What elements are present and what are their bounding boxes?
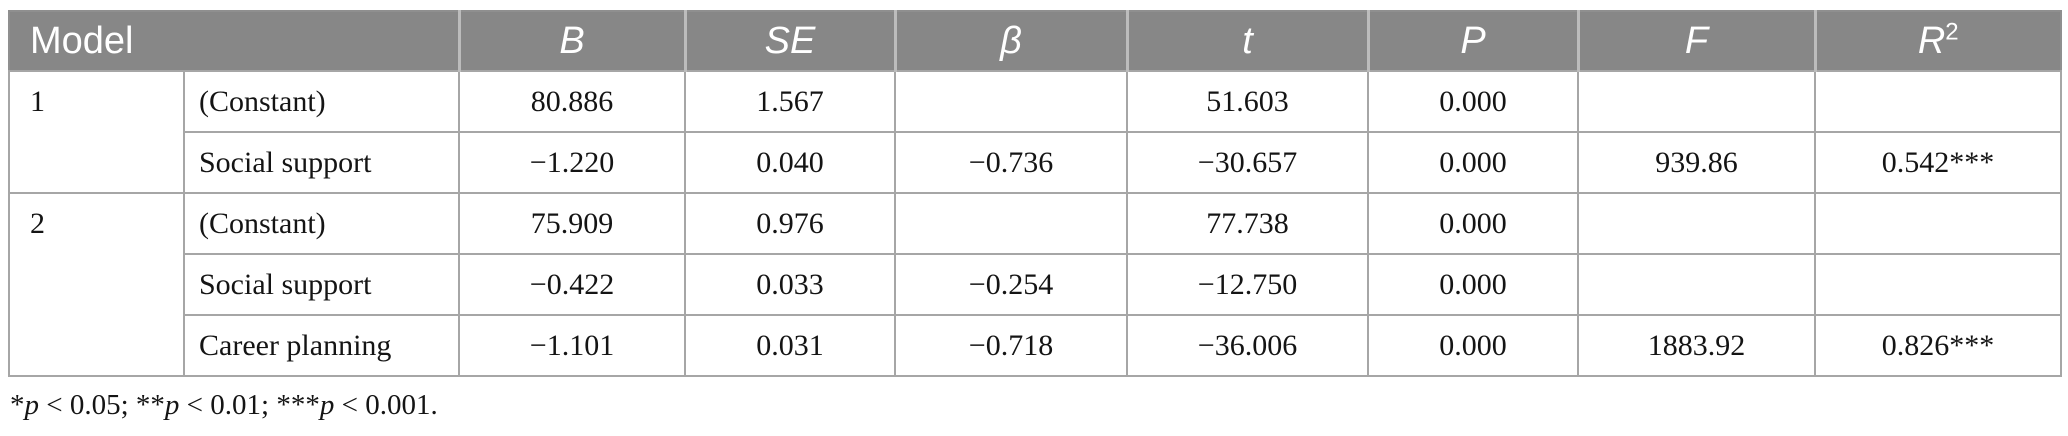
cell-f: 1883.92 <box>1577 314 1816 377</box>
table-row: Career planning −1.101 0.031 −0.718 −36.… <box>9 314 2062 377</box>
sig-star-2: ** <box>135 389 165 421</box>
table-header-row: Model B SE β t P F R2 <box>9 11 2061 72</box>
table-row: 2 (Constant) 75.909 0.976 77.738 0.000 <box>8 192 2062 377</box>
col-header-se: SE <box>685 11 897 72</box>
cell-f: 939.86 <box>1577 131 1816 194</box>
cell-p: 0.000 <box>1367 192 1579 255</box>
table-row: 1 (Constant) 80.886 1.567 51.603 0.000 <box>8 70 2062 194</box>
col-header-model: Model <box>9 11 461 72</box>
cell-t: −36.006 <box>1126 314 1369 377</box>
cell-r2: 0.826*** <box>1814 314 2062 377</box>
cell-p: 0.000 <box>1367 70 1579 133</box>
col-header-t: t <box>1127 11 1370 72</box>
cell-b: −0.422 <box>458 253 686 316</box>
col-header-beta: β <box>895 11 1129 72</box>
cell-beta: −0.718 <box>894 314 1128 377</box>
r-squared-base: R <box>1917 19 1946 62</box>
cell-f <box>1577 192 1816 255</box>
col-header-f: F <box>1578 11 1817 72</box>
cell-r2 <box>1814 253 2062 316</box>
cell-beta <box>894 70 1128 133</box>
paper-table-figure: Model B SE β t P F R2 1 (Constant) 80.88… <box>8 10 2062 422</box>
sig-threshold-2: < 0.01; <box>179 389 277 421</box>
cell-r2: 0.542*** <box>1814 131 2062 194</box>
cell-b: 80.886 <box>458 70 686 133</box>
col-header-p: P <box>1368 11 1580 72</box>
cell-r2 <box>1814 70 2062 133</box>
regression-table: Model B SE β t P F R2 1 (Constant) 80.88… <box>8 10 2062 377</box>
cell-predictor: Career planning <box>183 314 460 377</box>
p-symbol: p <box>164 389 180 421</box>
sig-star-1: * <box>10 389 25 421</box>
cell-b: −1.101 <box>458 314 686 377</box>
cell-predictor: Social support <box>183 131 460 194</box>
cell-predictor: (Constant) <box>183 70 460 133</box>
cell-se: 0.976 <box>684 192 896 255</box>
cell-r2 <box>1814 192 2062 255</box>
cell-p: 0.000 <box>1367 314 1579 377</box>
sig-threshold-1: < 0.05; <box>39 389 136 421</box>
cell-t: −12.750 <box>1126 253 1369 316</box>
sig-threshold-3: < 0.001. <box>334 389 438 421</box>
table-row: Social support −1.220 0.040 −0.736 −30.6… <box>9 131 2062 194</box>
cell-t: −30.657 <box>1126 131 1369 194</box>
cell-t: 77.738 <box>1126 192 1369 255</box>
cell-b: −1.220 <box>458 131 686 194</box>
cell-f <box>1577 70 1816 133</box>
cell-p: 0.000 <box>1367 253 1579 316</box>
cell-b: 75.909 <box>458 192 686 255</box>
cell-se: 0.033 <box>684 253 896 316</box>
table-row: Social support −0.422 0.033 −0.254 −12.7… <box>9 253 2062 316</box>
cell-model-number: 1 <box>8 70 185 194</box>
cell-predictor: Social support <box>183 253 460 316</box>
cell-se: 0.040 <box>684 131 896 194</box>
sig-star-3: *** <box>276 389 320 421</box>
r-squared-exponent: 2 <box>1945 17 1959 45</box>
cell-model-number: 2 <box>8 192 185 377</box>
col-header-r2: R2 <box>1815 11 2061 72</box>
cell-f <box>1577 253 1816 316</box>
cell-beta <box>894 192 1128 255</box>
p-symbol: p <box>319 389 335 421</box>
cell-beta: −0.736 <box>894 131 1128 194</box>
cell-p: 0.000 <box>1367 131 1579 194</box>
cell-t: 51.603 <box>1126 70 1369 133</box>
significance-note: *p < 0.05; **p < 0.01; ***p < 0.001. <box>10 389 2060 422</box>
cell-beta: −0.254 <box>894 253 1128 316</box>
cell-se: 0.031 <box>684 314 896 377</box>
col-header-b: B <box>459 11 687 72</box>
cell-predictor: (Constant) <box>183 192 460 255</box>
cell-se: 1.567 <box>684 70 896 133</box>
p-symbol: p <box>24 389 40 421</box>
